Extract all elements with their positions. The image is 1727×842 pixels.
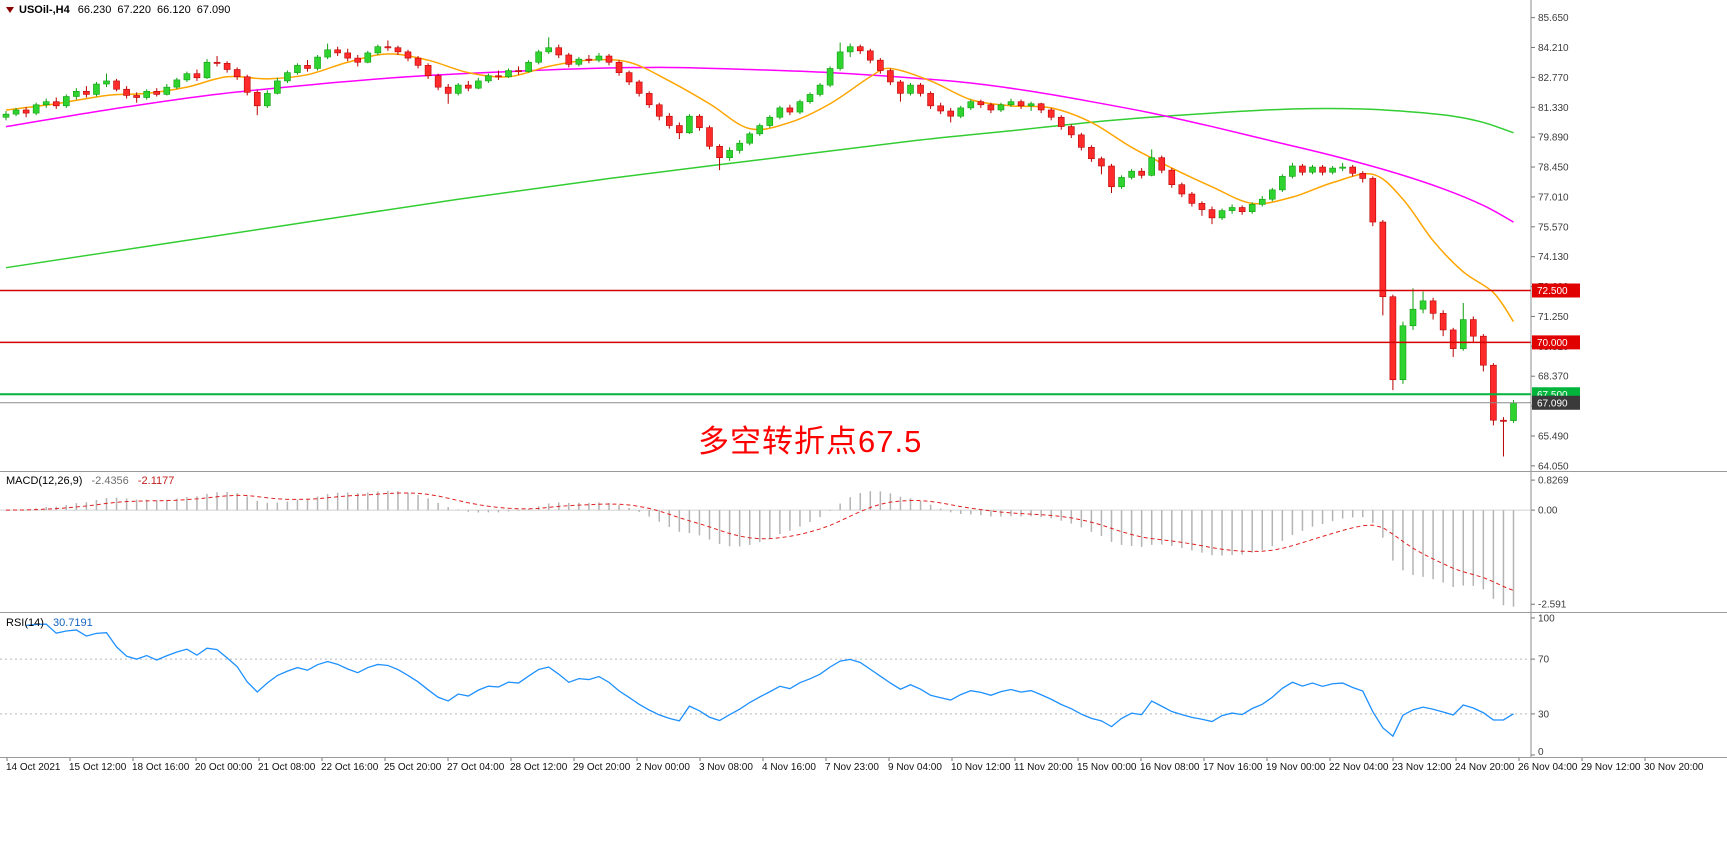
time-axis-label: 14 Oct 2021: [6, 762, 61, 773]
price-axis-label: 65.490: [1538, 431, 1569, 442]
price-axis-label: 79.890: [1538, 133, 1569, 144]
low-value: 66.120: [157, 4, 191, 16]
rsi-axis-label: 0: [1538, 747, 1544, 758]
macd-axis-label: 0.8269: [1538, 476, 1569, 487]
price-axis-label: 74.130: [1538, 252, 1569, 263]
time-axis-label: 27 Oct 04:00: [447, 762, 505, 773]
rsi-line: [26, 623, 1514, 738]
symbol-period-label: USOil-,H4: [19, 4, 70, 16]
time-axis-label: 15 Oct 12:00: [69, 762, 127, 773]
price-flag-label: 72.500: [1537, 286, 1568, 297]
price-axis-label: 75.570: [1538, 222, 1569, 233]
time-axis[interactable]: 14 Oct 2021 15 Oct 12:00 18 Oct 16:00 20 Oc…: [6, 757, 1704, 773]
price-axis-label: 68.370: [1538, 372, 1569, 383]
panel-separator[interactable]: [0, 612, 1727, 613]
time-axis-label: 29 Oct 20:00: [573, 762, 631, 773]
high-value: 67.220: [117, 4, 152, 16]
price-flag-70.000: [1532, 335, 1580, 350]
ma-mid-magenta: [5, 66, 1514, 223]
time-axis-label: 17 Nov 16:00: [1203, 762, 1263, 773]
price-axis[interactable]: 85.650 84.210 82.770 81.330 79.890 78.450 77.0…: [1530, 0, 1580, 757]
macd-main-value: -2.4356: [91, 475, 129, 487]
rsi-axis-label: 70: [1538, 655, 1550, 666]
time-axis-label: 11 Nov 20:00: [1014, 762, 1073, 773]
candles-group: [2, 37, 1517, 457]
price-flag-label: 67.500: [1537, 390, 1568, 401]
rsi-header: RSI(14) 30.7191: [6, 617, 93, 629]
time-axis-label: 2 Nov 00:00: [636, 762, 690, 773]
time-axis-label: 15 Nov 00:00: [1077, 762, 1137, 773]
horizontal-line-objects[interactable]: [0, 289, 1531, 404]
panel-separator[interactable]: [0, 471, 1727, 472]
macd-signal-line: [5, 492, 1514, 591]
price-flag-label: 67.090: [1537, 398, 1568, 409]
price-axis-label: 64.050: [1538, 461, 1569, 472]
price-axis-label: 78.450: [1538, 163, 1569, 174]
rsi-axis-label: 100: [1538, 614, 1555, 625]
price-axis-label: 84.210: [1538, 43, 1569, 54]
rsi-label: RSI(14): [6, 617, 44, 629]
price-flag-72.500: [1532, 283, 1580, 298]
time-axis-label: 10 Nov 12:00: [951, 762, 1011, 773]
price-axis-label: 77.010: [1538, 192, 1569, 203]
time-axis-label: 9 Nov 04:00: [888, 762, 942, 773]
price-axis-label: 71.250: [1538, 312, 1569, 323]
annotation-text: 多空转折点67.5: [698, 424, 923, 459]
macd-header: MACD(12,26,9) -2.4356 -2.1177: [6, 475, 174, 487]
macd-panel: 0.8269 0.00 -2.591: [0, 476, 1569, 611]
price-flag-label: 70.000: [1537, 338, 1568, 349]
open-value: 66.230: [77, 4, 112, 16]
time-axis-label: 16 Nov 08:00: [1140, 762, 1200, 773]
ma-slow-green: [5, 107, 1514, 269]
rsi-axis-label: 30: [1538, 709, 1550, 720]
macd-signal-value: -2.1177: [137, 475, 175, 487]
ma-fast-orange: [5, 53, 1515, 323]
moving-averages: [5, 53, 1515, 323]
chart-title: USOil-,H4 66.230 67.220 66.120 67.090: [6, 4, 236, 16]
time-axis-label: 25 Oct 20:00: [384, 762, 442, 773]
macd-label: MACD(12,26,9): [6, 475, 83, 487]
time-axis-label: 22 Nov 04:00: [1329, 762, 1389, 773]
macd-axis-label: -2.591: [1538, 600, 1567, 611]
time-axis-label: 19 Nov 00:00: [1266, 762, 1326, 773]
time-axis-label: 4 Nov 16:00: [762, 762, 816, 773]
time-axis-label: 26 Nov 04:00: [1518, 762, 1578, 773]
rsi-value: 30.7191: [52, 617, 93, 629]
panel-separator[interactable]: [0, 757, 1727, 758]
time-axis-label: 20 Oct 00:00: [195, 762, 253, 773]
close-value: 67.090: [196, 4, 231, 16]
time-axis-label: 22 Oct 16:00: [321, 762, 379, 773]
price-axis-label: 81.330: [1538, 103, 1569, 114]
macd-axis-label: 0.00: [1538, 506, 1558, 517]
time-axis-label: 21 Oct 08:00: [258, 762, 316, 773]
price-flag-67.090: [1532, 395, 1580, 410]
price-axis-label: 82.770: [1538, 73, 1569, 84]
time-axis-label: 7 Nov 23:00: [825, 762, 879, 773]
rsi-panel: 100 70 30 0: [0, 614, 1555, 758]
time-axis-label: 3 Nov 08:00: [699, 762, 753, 773]
time-axis-label: 24 Nov 20:00: [1455, 762, 1515, 773]
time-axis-label: 18 Oct 16:00: [132, 762, 190, 773]
time-axis-label: 30 Nov 20:00: [1644, 762, 1704, 773]
price-axis-label: 85.650: [1538, 13, 1569, 24]
time-axis-label: 29 Nov 12:00: [1581, 762, 1641, 773]
time-axis-label: 28 Oct 12:00: [510, 762, 568, 773]
time-axis-label: 23 Nov 12:00: [1392, 762, 1452, 773]
symbol-marker-icon: [6, 7, 14, 13]
